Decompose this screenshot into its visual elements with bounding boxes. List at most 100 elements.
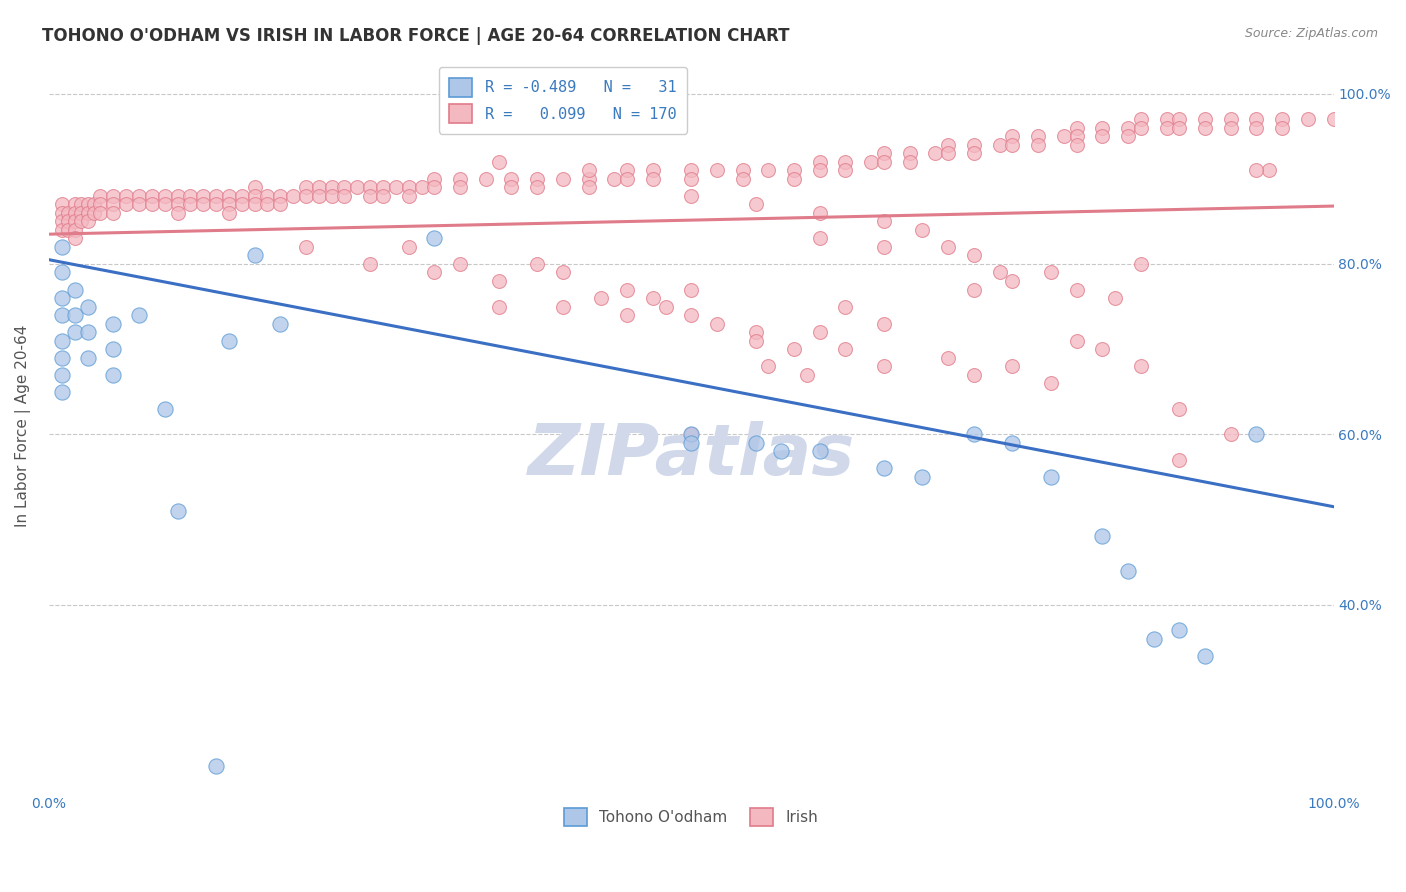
Point (1116, 129, 1139, 144)
Point (218, 197, 240, 211)
Point (1129, 359, 1152, 374)
Point (1066, 334, 1088, 348)
Point (166, 206, 188, 220)
Point (179, 189, 201, 203)
Point (63, 206, 86, 220)
Point (898, 146, 921, 161)
Point (243, 197, 266, 211)
Point (1129, 112, 1152, 127)
Point (898, 154, 921, 169)
Point (1219, 112, 1241, 127)
Point (860, 154, 883, 169)
Point (58, 214, 80, 228)
Point (1156, 112, 1178, 127)
Point (808, 154, 831, 169)
Point (295, 240, 318, 254)
Point (76, 206, 98, 220)
Point (308, 180, 330, 194)
Point (89, 197, 111, 211)
Point (681, 435, 703, 450)
Point (1066, 283, 1088, 297)
Point (988, 137, 1011, 152)
Point (371, 189, 394, 203)
Point (681, 163, 703, 178)
Point (231, 189, 253, 203)
Point (501, 180, 523, 194)
Point (936, 240, 959, 254)
Point (205, 759, 228, 773)
Point (218, 334, 240, 348)
Point (1039, 376, 1062, 391)
Y-axis label: In Labor Force | Age 20-64: In Labor Force | Age 20-64 (15, 325, 31, 527)
Point (808, 444, 831, 458)
Point (616, 308, 638, 322)
Point (1219, 120, 1241, 135)
Point (295, 189, 318, 203)
Point (256, 197, 278, 211)
Point (1246, 120, 1268, 135)
Point (808, 325, 831, 339)
Point (346, 180, 368, 194)
Point (423, 180, 446, 194)
Point (333, 189, 356, 203)
Point (641, 291, 664, 305)
Point (873, 214, 896, 228)
Point (115, 189, 138, 203)
Point (398, 189, 420, 203)
Point (179, 197, 201, 211)
Point (873, 317, 896, 331)
Point (1104, 291, 1126, 305)
Point (308, 189, 330, 203)
Point (103, 197, 125, 211)
Point (706, 317, 728, 331)
Point (681, 171, 703, 186)
Point (218, 189, 240, 203)
Point (1026, 129, 1049, 144)
Point (551, 300, 574, 314)
Point (153, 401, 176, 416)
Point (1156, 120, 1178, 135)
Point (1001, 137, 1024, 152)
Point (808, 206, 831, 220)
Point (488, 274, 510, 288)
Point (744, 197, 766, 211)
Point (963, 368, 986, 382)
Point (103, 189, 125, 203)
Point (744, 325, 766, 339)
Point (51, 206, 73, 220)
Point (834, 154, 856, 169)
Point (128, 197, 150, 211)
Point (411, 180, 433, 194)
Point (83, 206, 105, 220)
Point (70, 197, 93, 211)
Point (963, 137, 986, 152)
Point (423, 231, 446, 245)
Point (166, 197, 188, 211)
Point (1001, 359, 1024, 374)
Point (359, 180, 381, 194)
Point (63, 325, 86, 339)
Point (526, 171, 548, 186)
Point (616, 171, 638, 186)
Point (1091, 120, 1114, 135)
Point (681, 427, 703, 442)
Point (51, 265, 73, 279)
Point (333, 180, 356, 194)
Point (578, 180, 600, 194)
Point (1001, 129, 1024, 144)
Point (731, 171, 754, 186)
Point (166, 189, 188, 203)
Point (681, 308, 703, 322)
Point (1194, 120, 1216, 135)
Point (1039, 470, 1062, 484)
Point (63, 231, 86, 245)
Point (1271, 112, 1294, 127)
Point (269, 197, 291, 211)
Text: ZIPatlas: ZIPatlas (527, 420, 855, 490)
Point (51, 334, 73, 348)
Point (128, 189, 150, 203)
Point (936, 137, 959, 152)
Point (1001, 274, 1024, 288)
Point (756, 163, 779, 178)
Point (51, 197, 73, 211)
